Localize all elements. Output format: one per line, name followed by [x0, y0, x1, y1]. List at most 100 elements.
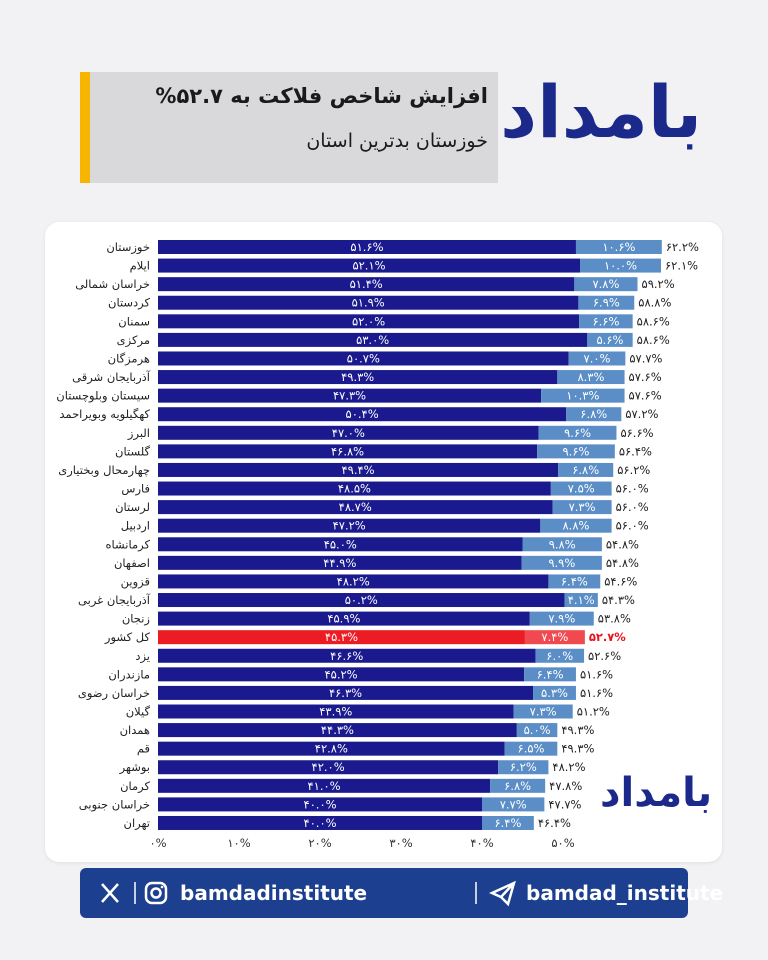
total-label: ۵۸.۸%: [638, 296, 671, 310]
x-tick-label: ۴۰%: [470, 836, 493, 850]
bar-label: ۶.۵%: [518, 742, 545, 756]
total-label: ۴۶.۴%: [538, 816, 571, 830]
total-label: ۵۲.۷%: [589, 630, 626, 644]
y-tick-label: ایلام: [130, 259, 150, 273]
bar-label: ۴۸.۵%: [338, 482, 371, 496]
bar-segment: [552, 500, 612, 515]
bar-segment: [158, 500, 553, 515]
x-tick-label: ۲۰%: [308, 836, 331, 850]
bar-label: ۱۰.۳%: [566, 389, 599, 403]
bar-label: ۴۳.۹%: [319, 705, 352, 719]
bar-label: ۴۹.۴%: [342, 463, 375, 477]
bar-segment: [482, 815, 534, 830]
total-label: ۵۸.۶%: [637, 333, 670, 347]
bar-segment: [529, 611, 594, 626]
x-tick-label: ۳۰%: [389, 836, 412, 850]
bar-label: ۴۰.۰%: [303, 816, 336, 830]
bar-label: ۴۲.۰%: [312, 760, 345, 774]
total-label: ۵۱.۲%: [577, 705, 610, 719]
bar-segment: [564, 593, 598, 608]
chart-card: ۰% ۱۰% ۲۰% ۳۰% ۴۰% ۵۰% خوزستان ۵۱.۶% ۱۰.۶% ۶۲.۲% ا…: [45, 222, 722, 862]
bar-label: ۶.۸%: [504, 779, 531, 793]
watermark-logo: بامداد: [600, 770, 713, 816]
bar-label: ۵۱.۶%: [350, 240, 383, 254]
total-label: ۴۷.۷%: [548, 797, 581, 811]
bar-segment: [158, 778, 491, 793]
bar-segment: [158, 630, 525, 645]
bar-segment: [158, 295, 579, 310]
bar-label: ۴۵.۳%: [325, 630, 358, 644]
bar-label: ۵۳.۰%: [356, 333, 389, 347]
total-label: ۶۲.۲%: [666, 240, 699, 254]
bar-segment: [158, 593, 565, 608]
total-label: ۵۴.۸%: [606, 556, 639, 570]
bar-label: ۴۱.۰%: [307, 779, 340, 793]
total-label: ۵۶.۶%: [620, 426, 653, 440]
total-label: ۵۲.۶%: [588, 649, 621, 663]
y-tick-label: آذربایجان غربی: [78, 593, 151, 608]
y-tick-label: تهران: [124, 816, 151, 831]
header: افزایش شاخص فلاکت به ۵۲.۷% خوزستان بدتری…: [80, 72, 498, 183]
total-label: ۵۶.۴%: [619, 444, 652, 458]
x-tick-label: ۵۰%: [551, 836, 574, 850]
bar-label: ۷.۰%: [584, 351, 611, 365]
footer-icons: [101, 880, 516, 907]
y-tick-label: قم: [137, 742, 150, 756]
bar-label: ۵۰.۷%: [347, 351, 380, 365]
total-label: ۶۲.۱%: [665, 259, 698, 273]
chart: ۰% ۱۰% ۲۰% ۳۰% ۴۰% ۵۰% خوزستان ۵۱.۶% ۱۰.۶% ۶۲.۲% ا…: [56, 240, 699, 850]
total-label: ۵۶.۰%: [616, 482, 649, 496]
bar-label: ۴۸.۷%: [339, 500, 372, 514]
bar-label: ۷.۹%: [548, 612, 575, 626]
bar-segment: [482, 797, 545, 812]
y-tick-label: اردبیل: [121, 519, 150, 534]
bar-label: ۴۴.۳%: [321, 723, 354, 737]
x-tick-label: ۱۰%: [227, 836, 250, 850]
bar-segment: [158, 481, 551, 496]
bar-segment: [558, 462, 614, 477]
bar-label: ۷.۳%: [530, 705, 557, 719]
bar-segment: [568, 351, 626, 366]
bar-label: ۴۰.۰%: [303, 797, 336, 811]
y-tick-label: کهگیلویه وبویراحمد: [59, 407, 150, 422]
bar-label: ۸.۳%: [577, 370, 604, 384]
bar-label: ۷.۷%: [500, 797, 527, 811]
y-tick-label: سیستان وبلوچستان: [56, 389, 150, 404]
bar-label: ۵۱.۴%: [350, 277, 383, 291]
y-tick-label: هرمزگان: [108, 351, 150, 366]
bar-segment: [580, 258, 662, 273]
bar-segment: [158, 537, 523, 552]
y-tick-label: کل کشور: [104, 630, 151, 645]
bar-segment: [158, 258, 581, 273]
bar-segment: [158, 574, 549, 589]
bar-label: ۶.۴%: [561, 574, 588, 588]
bar-segment: [158, 760, 499, 775]
bar-segment: [575, 240, 662, 254]
total-label: ۵۷.۷%: [629, 351, 662, 365]
bar-segment: [522, 537, 602, 552]
title: افزایش شاخص فلاکت به ۵۲.۷%: [155, 84, 488, 108]
bar-segment: [516, 723, 558, 738]
bar-label: ۹.۸%: [549, 537, 576, 551]
bar-segment: [158, 815, 482, 830]
total-label: ۵۱.۶%: [580, 667, 613, 681]
bar-label: ۶.۴%: [494, 816, 521, 830]
y-tick-label: کردستان: [108, 296, 151, 311]
bar-label: ۸.۸%: [562, 519, 589, 533]
y-tick-label: کرمان: [120, 779, 150, 794]
y-tick-label: البرز: [127, 426, 150, 441]
total-label: ۵۴.۶%: [604, 574, 637, 588]
bar-label: ۴۷.۳%: [333, 389, 366, 403]
bar-segment: [538, 425, 617, 440]
x-tick-label: ۰%: [149, 836, 166, 850]
bar-segment: [541, 388, 625, 403]
bar-segment: [158, 240, 576, 254]
bar-segment: [504, 741, 558, 756]
bar-segment: [158, 277, 575, 292]
bar-label: ۵۰.۴%: [346, 407, 379, 421]
bar-segment: [513, 704, 573, 719]
bar-segment: [158, 741, 505, 756]
y-tick-label: همدان: [120, 723, 150, 737]
y-tick-label: گیلان: [126, 705, 151, 719]
